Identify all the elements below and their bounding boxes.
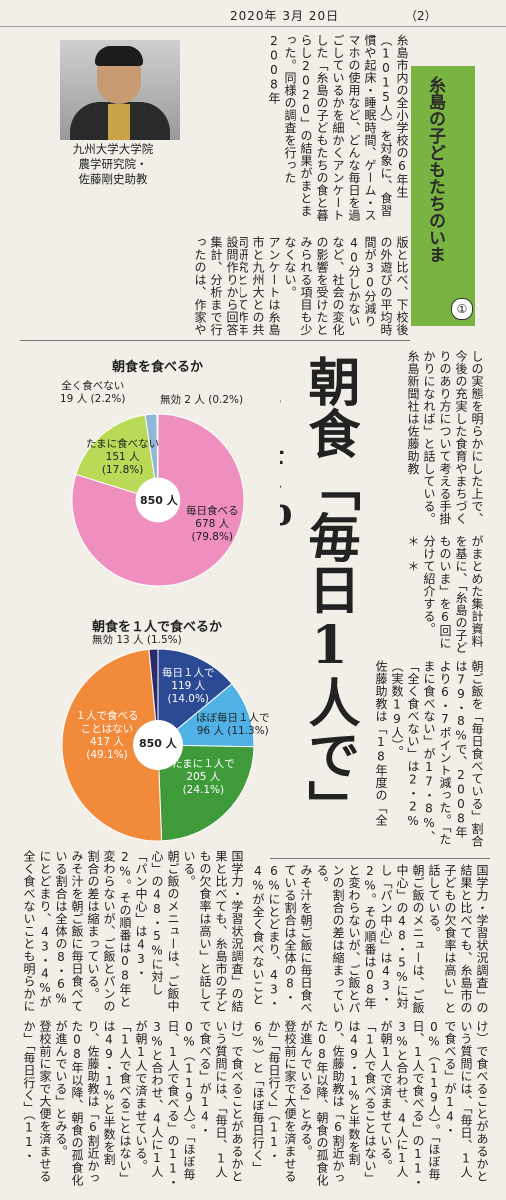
chart2-slice-label: たまに１人で <box>172 758 235 770</box>
chart2-slice-percent: (49.1%) <box>86 749 128 761</box>
chart1-pie <box>71 413 245 587</box>
chart1-label-sometimes: たまに食べない 151 人 (17.8%) <box>86 438 159 477</box>
chart2-label-invalid: 無効 13 人 (1.5%) <box>92 634 182 647</box>
body-column-4: 国学力・学習状況調査」の結果と比べても、糸島市の子どもの欠食率は高い」と話してい… <box>251 864 489 1014</box>
chart2-slice-2 <box>157 744 255 842</box>
chart2-label-never: １人で食べることはない 417 人 (49.1%) <box>72 710 142 762</box>
body-column-7: け）で食べることがあるかという質問には、「毎日、1人で食べる」が14・0%（11… <box>22 1020 244 1189</box>
chart2-slice-1 <box>156 683 255 748</box>
page-number: （2） <box>405 9 437 23</box>
chart1-slice-count: 2 人 <box>184 394 205 406</box>
chart1-center-hole <box>135 477 181 523</box>
series-title: 糸島の子どもたちのいま <box>425 76 445 263</box>
chart1-slice-percent: (79.8%) <box>191 531 234 543</box>
chart2-label-daily: 毎日１人で 119 人 (14.0%) <box>162 667 215 706</box>
chart2-label-sometimes: たまに１人で 205 人 (24.1%) <box>172 758 235 797</box>
body-column-6: 国学力・学習状況調査」の結果と比べても、糸島市の子どもの欠食率は高い」と話してい… <box>22 850 244 1013</box>
chart2-slice-count: 417 人 <box>90 736 124 748</box>
chart2-center-hole <box>133 720 183 770</box>
chart2-slice-percent: (11.3%) <box>227 725 269 737</box>
chart2-label-almost: ほぼ毎日１人で 96 人 (11.3%) <box>196 712 270 738</box>
chart1-slice-percent: (0.2%) <box>208 394 244 406</box>
chart2-slice-count: 119 人 <box>171 680 206 692</box>
chart2-pie <box>61 648 255 842</box>
body-column-2: がまとめた集計資料を基に、「糸島の子どものいま」を6回に分けて紹介する。 ＊ ＊ <box>406 535 484 654</box>
column-divider <box>270 858 490 859</box>
chart1-slice-1 <box>75 414 159 501</box>
chart1-label-zero: 全く食べない 19 人 (2.2%) <box>60 380 125 406</box>
chart1-slice-percent: (17.8%) <box>101 464 144 476</box>
issue-date: 2020年 3月 20日 <box>230 9 340 23</box>
chart2-slice-label: 毎日１人で <box>162 667 215 679</box>
chart2-slice-count: 96 人 <box>196 725 224 737</box>
chart1-title: 朝食を食べるか <box>112 360 204 375</box>
lead-paragraph-2b: 版と比べ、下校後の外遊びの平均時間が30分減り40分しかないなど、社会の変化の影… <box>240 236 409 336</box>
chart2-slice-percent: (14.0%) <box>167 693 210 705</box>
chart1-slice-label: 全く食べない <box>61 380 125 392</box>
photo-caption: 九州大学大学院 農学研究院・ 佐藤剛史助教 <box>72 142 154 186</box>
chart2-slice-label: 無効 <box>92 634 113 646</box>
chart2-slice-0 <box>157 648 233 747</box>
chart1-slice-count: 678 人 <box>195 518 230 530</box>
chart1-center-label: 850 人 <box>140 494 178 507</box>
series-number: ① <box>451 298 473 320</box>
chart1-slice-count: 151 人 <box>105 451 140 463</box>
body-column-5: け）で食べることがあるかという質問には、「毎日、1人で食べる」が14・0%（11… <box>251 1020 489 1189</box>
chart1-slice-label: たまに食べない <box>86 438 160 450</box>
page-header: 2020年 3月 20日 （2） <box>0 0 506 27</box>
chart2-slice-count: 205 人 <box>186 771 221 783</box>
chart1-label-invalid: 無効 2 人 (0.2%) <box>160 394 243 407</box>
chart1-slice-percent: (2.2%) <box>90 393 126 405</box>
chart2-slice-count: 13 人 <box>116 634 144 646</box>
body-column-3: 朝ご飯を「毎日食べている」割合は79・8%で、2008年より6・7ポイント減った… <box>374 660 484 848</box>
chart2-slice-3 <box>61 648 163 842</box>
author-photo <box>60 40 180 140</box>
section-divider <box>20 340 410 341</box>
chart1-slice-label: 毎日食べる <box>186 505 239 517</box>
series-label: 糸島の子どもたちのいま ① <box>411 66 475 326</box>
chart2-slice-label: １人で食べることはない <box>75 710 139 735</box>
chart2-title: 朝食を１人で食べるか <box>92 620 223 635</box>
chart1-slice-count: 19 人 <box>60 393 88 405</box>
lead-paragraph-3: 設問作りから回答集計、分析まで行ったのは、作家や食育研究家でもある同大大学院農学… <box>190 236 239 336</box>
chart2-slice-percent: (1.5%) <box>146 634 182 646</box>
chart1-slice-label: 無効 <box>160 394 181 406</box>
chart1-label-daily: 毎日食べる 678 人 (79.8%) <box>186 505 239 544</box>
chart2-center-label: 850 人 <box>139 737 177 750</box>
body-column-1: しの実態を明らかにした上で、今後の充実した食育やまちづくりのあり方について考える… <box>406 350 484 525</box>
chart2-slice-label: ほぼ毎日１人で <box>196 712 270 724</box>
article-headline: 朝食「毎日1人で」14% <box>280 355 360 806</box>
lead-paragraph-1: 糸島市内の全小学校の6年生（1015人）を対象に、食習慣や起床・睡眠時間、ゲーム… <box>267 34 409 222</box>
chart2-slice-percent: (24.1%) <box>182 784 225 796</box>
